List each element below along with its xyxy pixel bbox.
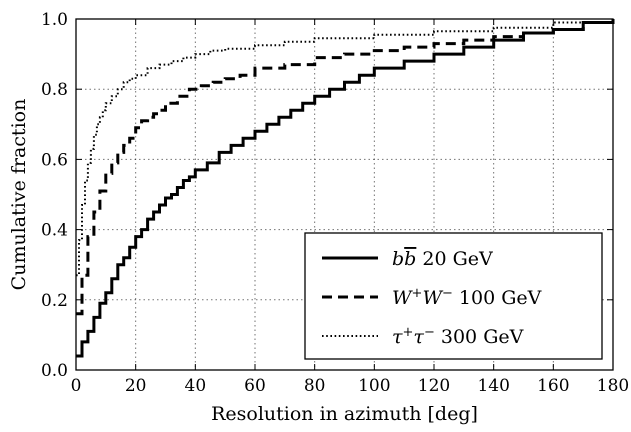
legend-bb-suffix: 20 GeV bbox=[416, 248, 493, 270]
series-bb-20gev bbox=[76, 19, 615, 358]
x-axis-label: Resolution in azimuth [deg] bbox=[211, 403, 478, 425]
x-tick-label: 160 bbox=[537, 376, 569, 396]
x-tick-label: 60 bbox=[244, 376, 266, 396]
y-tick-label: 0.4 bbox=[41, 221, 68, 241]
legend: bb 20 GeV W+W− 100 GeV τ+τ− 300 GeV bbox=[304, 232, 603, 360]
legend-tautau-base: τ bbox=[392, 326, 403, 348]
legend-tautau-sup1: + bbox=[403, 325, 414, 340]
series-ww-100gev bbox=[76, 19, 615, 316]
x-tick-label: 120 bbox=[418, 376, 450, 396]
x-tick-label: 20 bbox=[125, 376, 147, 396]
legend-ww-sup2: − bbox=[442, 286, 453, 301]
y-tick-label: 0.6 bbox=[41, 150, 68, 170]
x-tick-label: 40 bbox=[185, 376, 207, 396]
x-tick-label: 100 bbox=[358, 376, 390, 396]
y-axis-label: Cumulative fraction bbox=[8, 99, 30, 291]
legend-label-tautau: τ+τ− 300 GeV bbox=[392, 325, 524, 349]
legend-label-bb: bb 20 GeV bbox=[392, 248, 493, 270]
grid-lines bbox=[76, 19, 613, 370]
x-tick-label: 140 bbox=[477, 376, 509, 396]
series-lines bbox=[76, 19, 615, 358]
axis-ticks: 0 20 40 60 80 100 120 140 160 180 0.0 0.2 0.4 0.6 0.8 1… bbox=[41, 10, 629, 396]
legend-label-ww: W+W− 100 GeV bbox=[392, 286, 542, 310]
y-tick-label: 1.0 bbox=[41, 10, 68, 30]
y-tick-label: 0.8 bbox=[41, 80, 68, 100]
legend-tautau-mid: τ bbox=[413, 326, 424, 348]
x-tick-label: 80 bbox=[304, 376, 326, 396]
legend-ww-suffix: 100 GeV bbox=[453, 287, 542, 309]
series-tautau-300gev bbox=[76, 19, 614, 277]
legend-tautau-sup2: − bbox=[424, 325, 435, 340]
legend-bb-overbar: b bbox=[404, 248, 416, 270]
y-tick-label: 0.2 bbox=[41, 291, 68, 311]
y-tick-label: 0.0 bbox=[41, 361, 68, 381]
x-tick-label: 180 bbox=[597, 376, 629, 396]
legend-bb-base: b bbox=[392, 248, 404, 270]
legend-tautau-suffix: 300 GeV bbox=[435, 326, 524, 348]
legend-ww-mid: W bbox=[422, 287, 443, 309]
legend-ww-sup1: + bbox=[412, 286, 423, 301]
x-tick-label: 0 bbox=[71, 376, 82, 396]
plot-frame bbox=[75, 18, 614, 371]
legend-ww-base: W bbox=[392, 287, 413, 309]
